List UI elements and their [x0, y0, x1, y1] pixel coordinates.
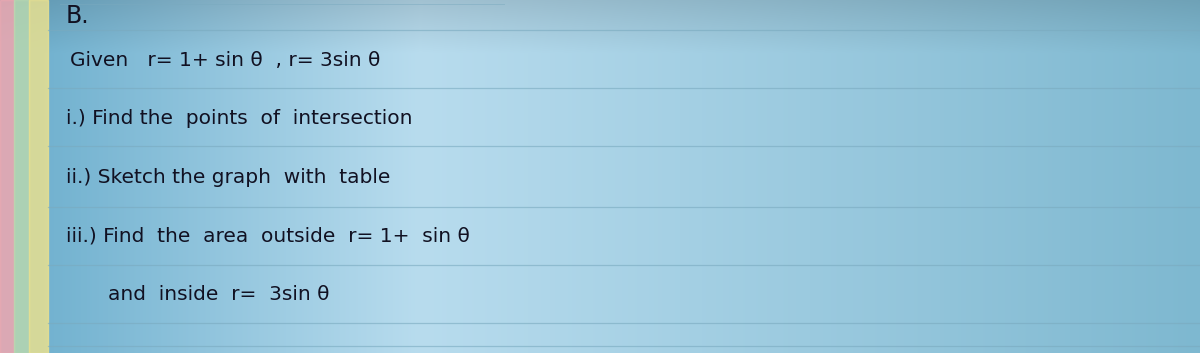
Text: i.) Find the  points  of  intersection: i.) Find the points of intersection — [66, 109, 413, 128]
Bar — [14, 0, 29, 353]
Bar — [0, 0, 14, 353]
Text: iii.) Find  the  area  outside  r= 1+  sin θ: iii.) Find the area outside r= 1+ sin θ — [66, 226, 470, 245]
Text: B.: B. — [66, 4, 90, 28]
Text: and  inside  r=  3sin θ: and inside r= 3sin θ — [108, 285, 330, 304]
Text: Given   r= 1+ sin θ  , r= 3sin θ: Given r= 1+ sin θ , r= 3sin θ — [70, 50, 380, 70]
Text: ii.) Sketch the graph  with  table: ii.) Sketch the graph with table — [66, 168, 390, 187]
Bar — [29, 0, 48, 353]
